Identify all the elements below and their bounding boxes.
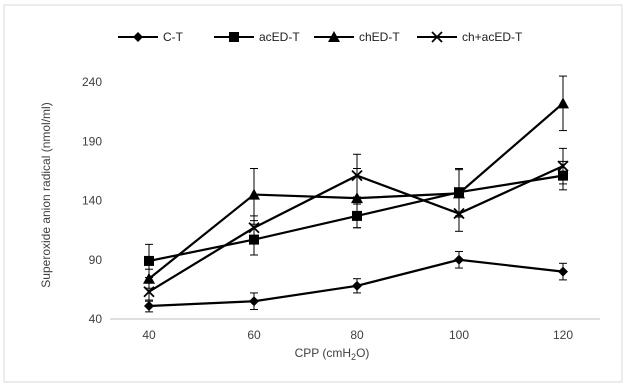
x-axis-title: CPP (cmH2O)	[295, 346, 370, 362]
data-point	[557, 160, 569, 172]
data-point	[558, 266, 568, 277]
series-c-t	[144, 250, 568, 313]
x-axis: 40 60 80 100 120	[110, 318, 600, 342]
data-point	[143, 286, 155, 298]
legend: C-T acED-T chED-T ch+acED-T	[118, 30, 523, 44]
legend-marker	[431, 31, 443, 43]
legend-label: ch+acED-T	[462, 30, 523, 44]
data-point	[144, 300, 154, 311]
x-tick-label: 80	[350, 328, 364, 342]
y-tick-label: 90	[89, 253, 103, 267]
legend-label: C-T	[163, 30, 184, 44]
data-point	[143, 272, 155, 284]
data-point	[352, 280, 362, 291]
plot-area	[143, 75, 569, 313]
x-tick-label: 100	[449, 328, 469, 342]
y-axis-title: Superoxide anion radical (nmol/ml)	[39, 102, 53, 287]
legend-item: acED-T	[214, 30, 300, 44]
legend-item: chED-T	[314, 30, 400, 44]
y-tick-label: 140	[82, 194, 102, 208]
legend-item: ch+acED-T	[417, 30, 523, 44]
x-tick-label: 40	[142, 328, 156, 342]
x-tick-label: 120	[553, 328, 573, 342]
data-point	[454, 254, 464, 265]
data-point	[453, 207, 465, 220]
data-point	[557, 97, 569, 109]
x-tick-label: 60	[247, 328, 261, 342]
y-axis: 40 90 140 190 240	[82, 75, 102, 326]
y-tick-label: 190	[82, 134, 102, 148]
x-axis-title-main: CPP (cmH	[295, 346, 351, 360]
data-point	[351, 192, 363, 204]
y-tick-label: 40	[89, 312, 103, 326]
data-point	[248, 222, 260, 234]
y-tick-label: 240	[82, 75, 102, 89]
legend-label: chED-T	[359, 30, 400, 44]
data-point	[144, 255, 154, 266]
data-point	[248, 188, 260, 200]
legend-marker	[229, 32, 239, 42]
legend-label: acED-T	[259, 30, 300, 44]
legend-item: C-T	[118, 30, 184, 44]
data-point	[249, 296, 259, 307]
data-point	[351, 169, 363, 182]
series-ch-aced-t	[143, 147, 569, 302]
legend-marker	[133, 32, 143, 42]
x-axis-title-subscript: 2	[351, 352, 356, 362]
legend-marker	[328, 31, 340, 42]
x-axis-title-end: O)	[356, 346, 369, 360]
